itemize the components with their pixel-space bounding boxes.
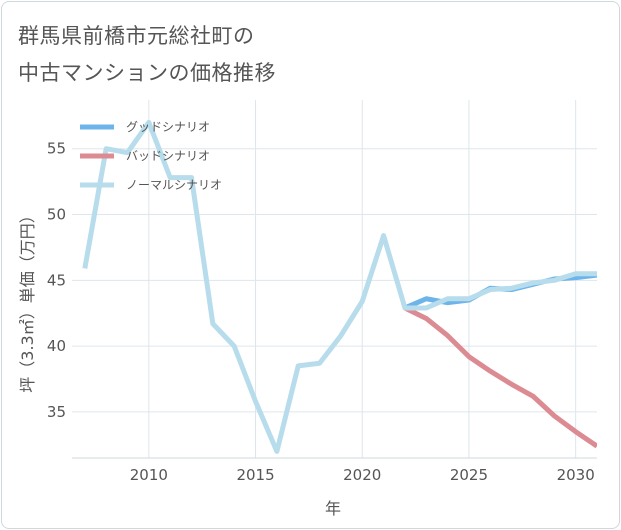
x-tick-label: 2025: [450, 466, 488, 484]
x-tick-label: 2015: [236, 466, 274, 484]
legend-label-2: バッドシナリオ: [126, 149, 210, 163]
y-tick-label: 45: [47, 271, 66, 289]
legend-label-1: グッドシナリオ: [126, 120, 210, 134]
y-tick-label: 35: [47, 403, 66, 421]
grid: [72, 100, 597, 458]
series-line-3: [82, 119, 597, 454]
x-axis-label: 年: [325, 499, 341, 518]
x-tick-label: 2010: [130, 466, 168, 484]
x-ticks: 2010 2015 2020 2025 2030: [130, 466, 595, 484]
series-line-2: [403, 305, 597, 449]
y-ticks: 35 40 45 50 55: [47, 140, 66, 421]
y-axis-label: 坪（3.3㎡）単価（万円）: [18, 207, 37, 392]
legend-label-3: ノーマルシナリオ: [126, 178, 222, 192]
chart-title-line-1: 群馬県前橋市元総社町の: [18, 24, 255, 48]
y-tick-label: 50: [47, 206, 66, 224]
y-tick-label: 40: [47, 337, 66, 355]
x-tick-label: 2030: [557, 466, 595, 484]
y-tick-label: 55: [47, 140, 66, 158]
chart-title-line-2: 中古マンションの価格推移: [18, 61, 276, 85]
series-layer: [82, 119, 597, 454]
x-tick-label: 2020: [343, 466, 381, 484]
